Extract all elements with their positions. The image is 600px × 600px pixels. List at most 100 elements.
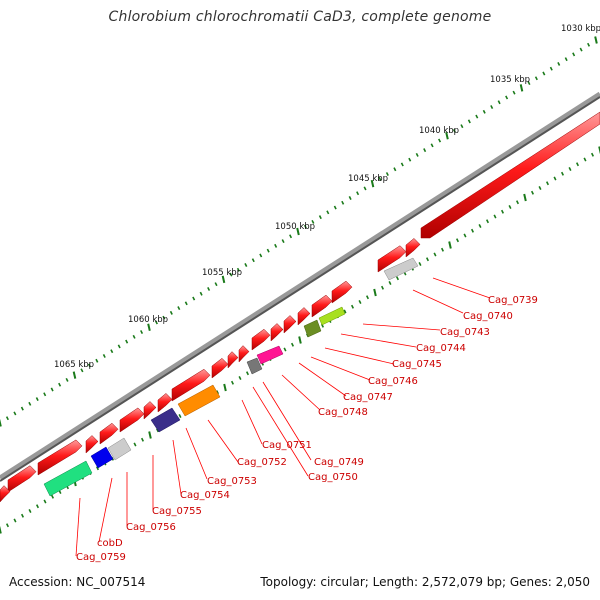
label-cag-0759[interactable]: Cag_0759 (76, 552, 126, 563)
gene-cag-0748[interactable] (256, 345, 284, 365)
gene-arrow[interactable] (377, 245, 407, 273)
scale-tick (125, 339, 129, 344)
gene-arrow[interactable] (251, 328, 271, 351)
scale-tick (542, 71, 546, 76)
gene-cag-0756[interactable] (107, 437, 132, 461)
scale-tick (0, 419, 2, 427)
scale-tick (493, 214, 497, 219)
gene-arrow[interactable] (270, 323, 284, 342)
gene-cobd[interactable] (90, 446, 114, 469)
gene-cag-0745[interactable] (303, 319, 322, 338)
scale-tick (140, 330, 144, 334)
scale-tick (519, 84, 524, 92)
label-cag-0747[interactable]: Cag_0747 (343, 392, 393, 403)
scale-tick (475, 114, 479, 119)
gene-cag-0744[interactable] (318, 306, 346, 326)
scale-tick (497, 100, 501, 105)
scale-tick (380, 285, 385, 290)
scale-tick (564, 57, 568, 62)
scale-tick (20, 406, 24, 411)
scale-tick (438, 138, 442, 143)
label-cag-0754[interactable]: Cag_0754 (180, 490, 230, 501)
gene-arrow[interactable] (331, 280, 353, 304)
label-cag-0751[interactable]: Cag_0751 (262, 440, 312, 451)
gene-arrow[interactable] (119, 407, 145, 433)
scale-tick (229, 272, 233, 277)
gene-cag-0752[interactable] (177, 384, 221, 417)
label-cobd[interactable]: cobD (97, 538, 123, 549)
scale-tick (378, 176, 382, 181)
label-cag-0756[interactable]: Cag_0756 (126, 522, 176, 533)
scale-tick (445, 132, 449, 140)
scale-tick (133, 442, 137, 447)
kbp-label-1065: 1065 kbp (54, 360, 94, 370)
gene-cag-0750[interactable] (246, 357, 263, 375)
gene-arrow[interactable] (311, 294, 333, 318)
gene-cag-0759[interactable] (43, 460, 93, 497)
scale-tick (350, 304, 355, 309)
label-leader-lines (75, 277, 491, 557)
scale-tick (221, 275, 226, 284)
genome-backbone (0, 91, 600, 481)
scale-tick (238, 376, 242, 380)
scale-tick (214, 282, 218, 287)
scale-tick (28, 509, 32, 513)
scale-tick (433, 252, 437, 257)
label-cag-0740[interactable]: Cag_0740 (463, 311, 513, 322)
gene-arrow[interactable] (211, 357, 229, 379)
gene-cag-0740[interactable] (383, 257, 419, 281)
gene-arrow[interactable] (85, 435, 99, 454)
scale-tick (568, 167, 572, 171)
label-cag-0743[interactable]: Cag_0743 (440, 327, 490, 338)
label-cag-0744[interactable]: Cag_0744 (416, 343, 466, 354)
label-cag-0755[interactable]: Cag_0755 (152, 506, 202, 517)
scale-tick (117, 344, 121, 349)
scale-tick (448, 241, 452, 249)
scale-tick (0, 526, 2, 534)
scale-tick (467, 119, 471, 124)
scale-tick (460, 124, 464, 129)
gene-arrow[interactable] (143, 401, 157, 420)
gene-arrow[interactable] (405, 238, 421, 258)
genome-backbone-shadow (0, 96, 600, 482)
label-cag-0750[interactable]: Cag_0750 (308, 472, 358, 483)
scale-tick (490, 105, 494, 109)
scale-tick (318, 215, 322, 220)
scale-tick (598, 146, 600, 154)
gene-arrow[interactable] (238, 345, 250, 363)
scale-tick (575, 162, 580, 167)
scale-tick (43, 392, 47, 397)
gene-arrow[interactable] (99, 422, 119, 445)
scale-tick (230, 380, 235, 385)
scale-tick (470, 228, 475, 233)
gene-arrow[interactable] (0, 485, 11, 503)
gene-arrow[interactable] (297, 307, 311, 326)
label-cag-0746[interactable]: Cag_0746 (368, 376, 418, 387)
gene-cag-0754[interactable] (150, 407, 181, 433)
scale-tick (274, 243, 278, 248)
label-cag-0739[interactable]: Cag_0739 (488, 295, 538, 306)
scale-tick (50, 387, 54, 392)
label-cag-0748[interactable]: Cag_0748 (318, 407, 368, 418)
label-cag-0745[interactable]: Cag_0745 (392, 359, 442, 370)
scale-tick (455, 238, 460, 243)
gene-block-large[interactable] (420, 111, 600, 239)
scale-tick (58, 382, 62, 387)
gene-arrow[interactable] (171, 368, 211, 402)
label-cag-0749[interactable]: Cag_0749 (314, 457, 364, 468)
scale-tick (95, 358, 99, 363)
scale-tick (348, 196, 352, 200)
scale-tick (393, 167, 397, 172)
gene-arrow[interactable] (157, 393, 173, 413)
scale-tick (72, 371, 77, 379)
scale-tick (395, 276, 400, 281)
label-cag-0752[interactable]: Cag_0752 (237, 457, 287, 468)
gene-arrow[interactable] (227, 351, 239, 369)
gene-arrow[interactable] (283, 315, 297, 334)
label-cag-0753[interactable]: Cag_0753 (207, 476, 257, 487)
genome-stats-text: Topology: circular; Length: 2,572,079 bp… (260, 575, 590, 589)
gene-labels: Cag_0739 Cag_0740 Cag_0743 Cag_0744 Cag_… (76, 295, 538, 563)
gene-arrow[interactable] (37, 439, 83, 476)
scale-tick (534, 76, 538, 81)
scale-tick (35, 504, 40, 509)
